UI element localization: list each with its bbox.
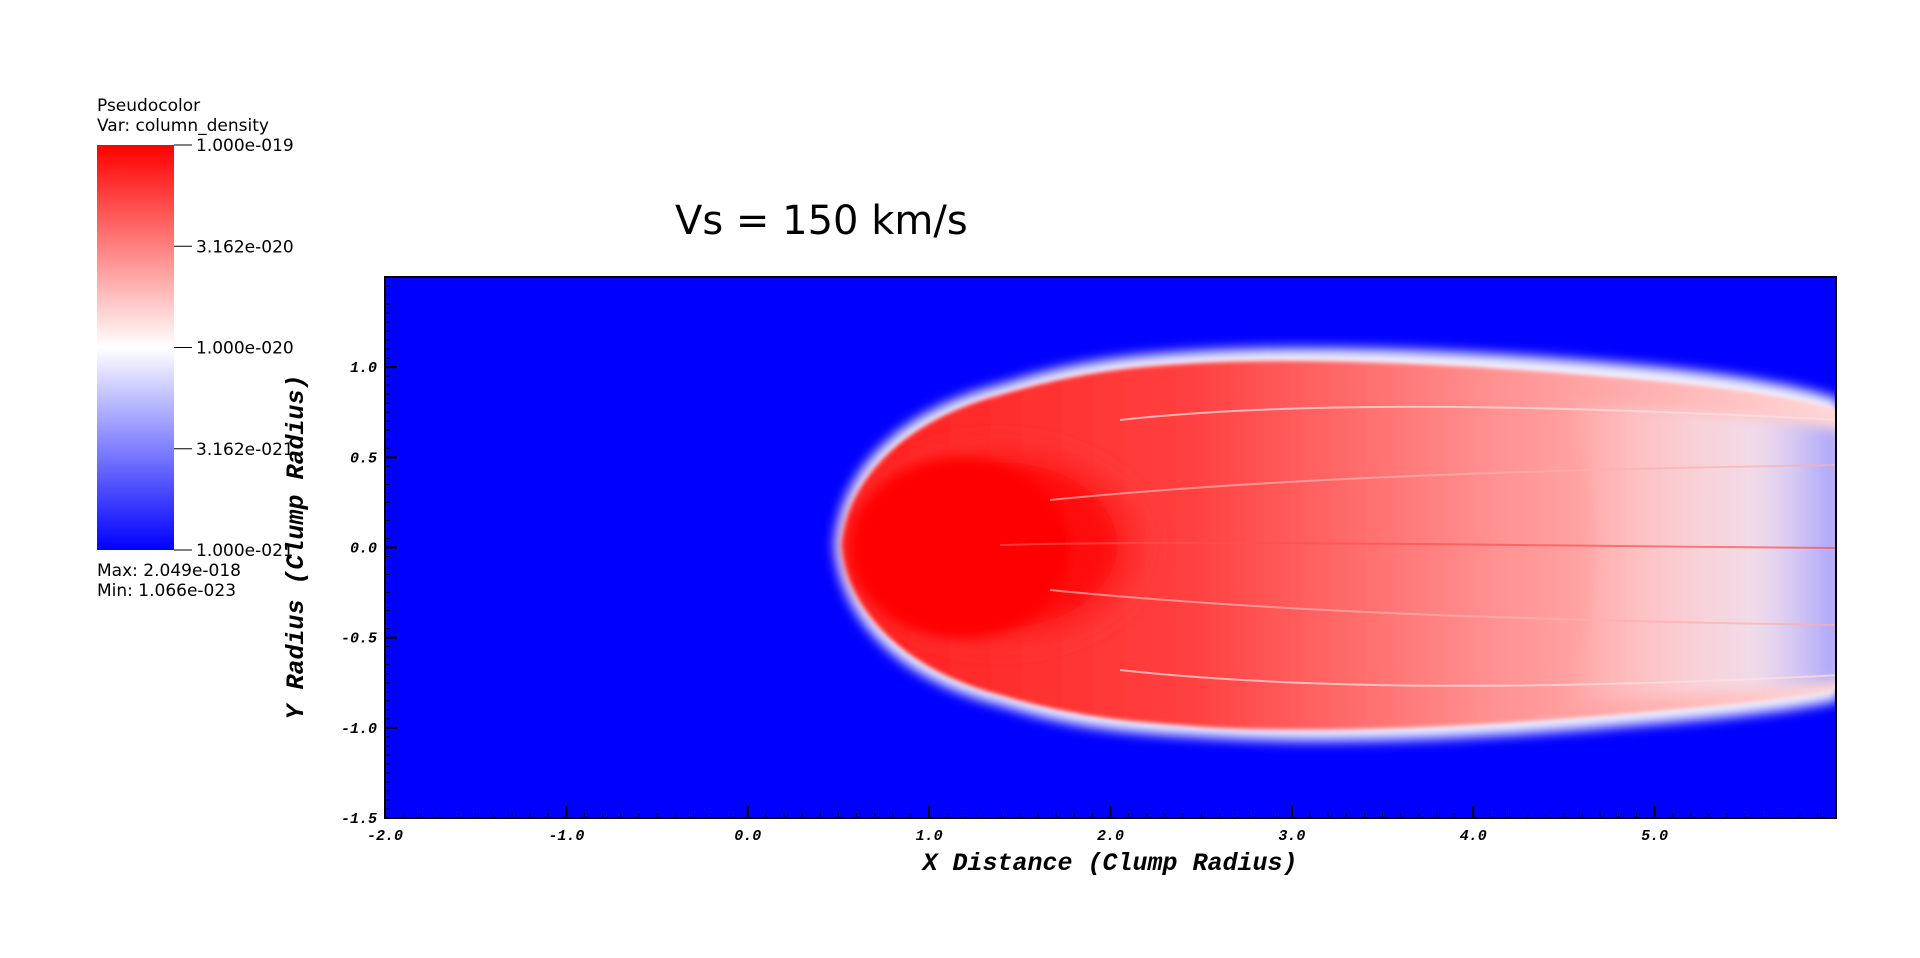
x-tick-label: 4.0 (1460, 828, 1487, 845)
legend-variable: Var: column_density (97, 116, 269, 136)
x-tick-label: 1.0 (916, 828, 943, 845)
y-tick-label: 1.0 (350, 360, 377, 377)
y-tick-label: 0.5 (350, 450, 377, 467)
y-axis-ticks: 1.0 0.5 0.0 -0.5 -1.0 -1.5 (341, 360, 397, 828)
colorbar-legend: Pseudocolor Var: column_density 1.000e-0… (97, 96, 294, 601)
x-tick-label: -2.0 (367, 828, 403, 845)
legend-min: Min: 1.066e-023 (97, 581, 236, 601)
colorbar-tick-label: 1.000e-019 (196, 136, 294, 156)
y-tick-label: -0.5 (341, 631, 377, 648)
cloud-core-inner (850, 458, 1070, 638)
x-axis-ticks: -2.0 -1.0 0.0 1.0 2.0 3.0 4.0 5.0 (367, 806, 1668, 845)
y-axis-title: Y Radius (Clump Radius) (282, 374, 311, 719)
colorbar-tick-label: 1.000e-020 (196, 339, 294, 359)
y-tick-label: -1.5 (341, 811, 377, 828)
y-tick-label: -1.0 (341, 721, 377, 738)
heatmap-plot: -2.0 -1.0 0.0 1.0 2.0 3.0 4.0 5.0 1.0 0.5 0.0 -0.5… (341, 276, 1837, 845)
cloud-filaments (999, 405, 1836, 687)
legend-header: Pseudocolor (97, 96, 200, 116)
y-tick-label: 0.0 (350, 541, 377, 558)
plot-title: Vs = 150 km/s (675, 198, 968, 244)
colorbar-ticks: 1.000e-019 3.162e-020 1.000e-020 3.162e-021… (174, 136, 294, 561)
legend-max: Max: 2.049e-018 (97, 561, 241, 581)
colorbar-tick-label: 1.000e-021 (196, 541, 294, 561)
colorbar-tick-label: 3.162e-020 (196, 237, 294, 257)
x-axis-title: X Distance (Clump Radius) (920, 849, 1297, 878)
x-tick-label: 5.0 (1641, 828, 1668, 845)
x-tick-label: 0.0 (734, 828, 761, 845)
x-tick-label: 2.0 (1097, 828, 1124, 845)
x-tick-label: 3.0 (1278, 828, 1305, 845)
colorbar (97, 145, 174, 550)
colorbar-tick-label: 3.162e-021 (196, 440, 294, 460)
density-field (830, 348, 1836, 741)
cloud-tail (1560, 400, 1836, 705)
x-tick-label: -1.0 (548, 828, 584, 845)
